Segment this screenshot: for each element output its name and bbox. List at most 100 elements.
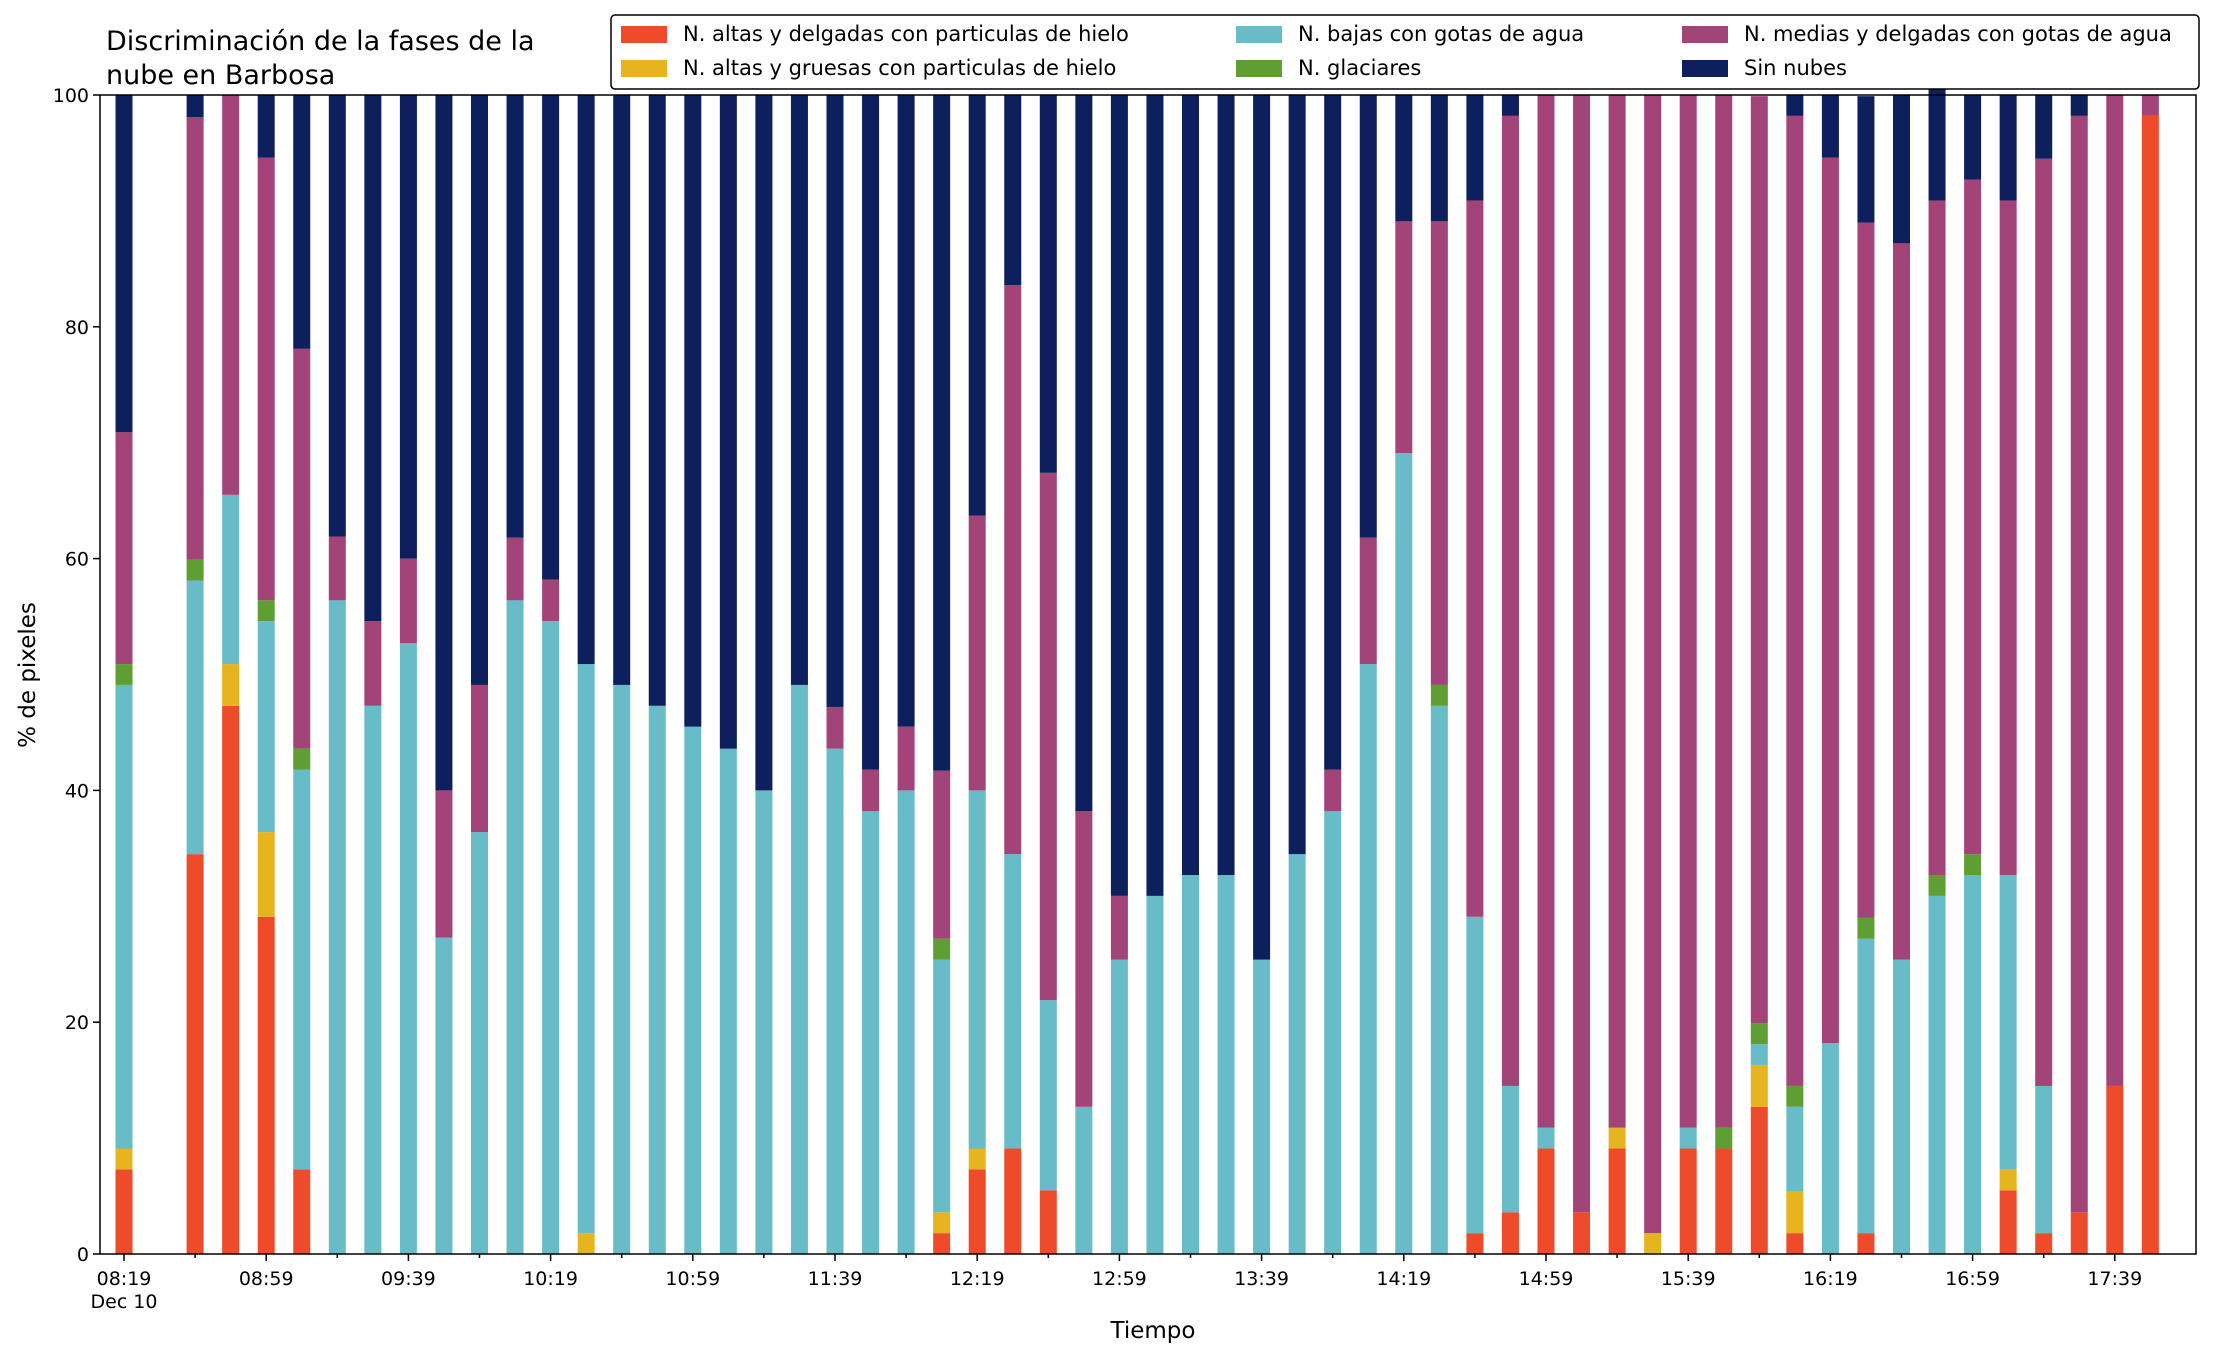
bar-1419-series-4 — [1395, 221, 1413, 454]
bar-0859-series-5 — [257, 95, 275, 158]
bar-1659-series-3 — [1964, 854, 1982, 875]
x-tick-label: 17:39 — [2087, 1268, 2142, 1290]
bar-0909-series-5 — [293, 95, 311, 349]
y-axis-title: % de pixeles — [15, 602, 41, 748]
x-tick-label: 13:39 — [1234, 1268, 1289, 1290]
x-tick-label: 16:19 — [1803, 1268, 1858, 1290]
bar-1559-series-4 — [1750, 96, 1768, 1024]
bar-1029-series-1 — [577, 1233, 595, 1254]
bar-0909-series-0 — [293, 1169, 311, 1254]
bar-1509-series-0 — [1573, 1212, 1591, 1254]
bar-1549-series-4 — [1715, 95, 1733, 1128]
bar-1059-series-2 — [684, 726, 702, 1254]
chart-title-line-2: nube en Barbosa — [106, 60, 335, 91]
bar-1259-series-5 — [1110, 95, 1128, 896]
legend-swatch-1 — [621, 60, 667, 77]
bar-1719-series-0 — [2035, 1233, 2053, 1254]
bar-1259-series-2 — [1110, 959, 1128, 1254]
bar-1239-series-4 — [1039, 472, 1057, 1001]
bar-1049-series-5 — [648, 95, 666, 706]
bar-1309-series-5 — [1146, 95, 1164, 896]
x-tick-label: 11:39 — [808, 1268, 863, 1290]
bar-1649-series-3 — [1928, 875, 1946, 896]
x-axis-title: Tiempo — [1110, 1318, 1196, 1344]
bar-1359-series-2 — [1324, 811, 1342, 1254]
bar-0939-series-5 — [399, 95, 417, 559]
bar-1239-series-2 — [1039, 1000, 1057, 1191]
bar-1449-series-5 — [1501, 95, 1519, 116]
bar-1729-series-0 — [2070, 1212, 2088, 1254]
bar-1439-series-0 — [1466, 1233, 1484, 1254]
y-tick-label: 0 — [77, 1244, 89, 1266]
bar-1359-series-4 — [1324, 769, 1342, 812]
bar-0859-series-2 — [257, 621, 275, 833]
bar-1409-series-2 — [1359, 664, 1377, 1254]
bar-1219-series-2 — [968, 790, 986, 1149]
bar-1549-series-0 — [1715, 1148, 1733, 1254]
bar-1129-series-2 — [790, 684, 808, 1254]
bar-1349-series-2 — [1288, 854, 1306, 1254]
bar-1519-series-1 — [1608, 1127, 1626, 1149]
bar-1149-series-2 — [862, 811, 880, 1254]
y-tick-label: 40 — [65, 780, 89, 802]
legend-label-0: N. altas y delgadas con particulas de hi… — [683, 22, 1129, 46]
x-tick-label: 14:19 — [1376, 1268, 1431, 1290]
legend-label-5: Sin nubes — [1744, 56, 1847, 80]
bar-1519-series-0 — [1608, 1148, 1626, 1254]
bar-1739-series-4 — [2106, 95, 2124, 1086]
bar-1139-series-2 — [826, 748, 844, 1254]
bar-0929-series-5 — [364, 95, 382, 622]
bar-1619-series-5 — [1821, 95, 1839, 158]
bar-1519-series-4 — [1608, 95, 1626, 1128]
bar-0839-series-3 — [186, 559, 204, 581]
bar-1659-series-2 — [1964, 875, 1982, 1254]
bar-1139-series-5 — [826, 95, 844, 707]
y-tick-label: 80 — [65, 317, 89, 339]
bar-0959-series-5 — [471, 95, 488, 685]
bar-1109-series-2 — [719, 748, 737, 1254]
bar-1649-series-4 — [1928, 200, 1946, 876]
bar-1729-series-5 — [2070, 95, 2088, 116]
bar-1659-series-5 — [1964, 95, 1982, 180]
bar-0859-series-0 — [257, 916, 275, 1254]
bar-0819-series-5 — [115, 95, 133, 433]
bar-1229-series-2 — [1004, 854, 1022, 1149]
bar-1219-series-5 — [968, 95, 986, 516]
bar-1039-series-2 — [613, 684, 631, 1254]
x-tick-label: 12:19 — [950, 1268, 1005, 1290]
bar-1019-series-4 — [542, 579, 560, 622]
bar-1439-series-4 — [1466, 200, 1484, 917]
bar-1209-series-5 — [933, 95, 951, 771]
x-tick-label: 12:59 — [1092, 1268, 1147, 1290]
bar-1039-series-5 — [613, 95, 631, 685]
bar-1229-series-0 — [1004, 1148, 1022, 1254]
bar-1229-series-5 — [1004, 95, 1022, 286]
bar-0839-series-5 — [186, 95, 204, 118]
bar-1429-series-3 — [1430, 684, 1448, 706]
bar-1749-series-0 — [2141, 115, 2159, 1255]
bar-1209-series-3 — [933, 938, 951, 960]
bar-0849-series-1 — [222, 664, 240, 706]
legend-swatch-3 — [1236, 60, 1282, 77]
bar-1729-series-4 — [2070, 115, 2088, 1213]
bar-1629-series-4 — [1857, 222, 1875, 918]
bar-1119-series-2 — [755, 790, 773, 1254]
bar-1629-series-5 — [1857, 96, 1875, 223]
bar-1609-series-4 — [1786, 115, 1804, 1086]
bar-1629-series-0 — [1857, 1233, 1875, 1254]
bars-layer — [115, 74, 2159, 1255]
bar-1559-series-1 — [1750, 1065, 1768, 1107]
bar-0919-series-5 — [328, 95, 346, 537]
bar-1649-series-2 — [1928, 895, 1946, 1254]
bar-1159-series-2 — [897, 790, 915, 1254]
bar-1339-series-5 — [1253, 95, 1271, 960]
bar-1209-series-0 — [933, 1233, 951, 1254]
bar-1219-series-1 — [968, 1148, 986, 1170]
legend-swatch-4 — [1682, 26, 1728, 43]
bar-1249-series-5 — [1075, 95, 1093, 812]
bar-1239-series-0 — [1039, 1190, 1057, 1254]
bar-1529-series-1 — [1644, 1233, 1662, 1254]
bar-1649-series-5 — [1928, 74, 1946, 201]
bar-1419-series-2 — [1395, 453, 1413, 1254]
